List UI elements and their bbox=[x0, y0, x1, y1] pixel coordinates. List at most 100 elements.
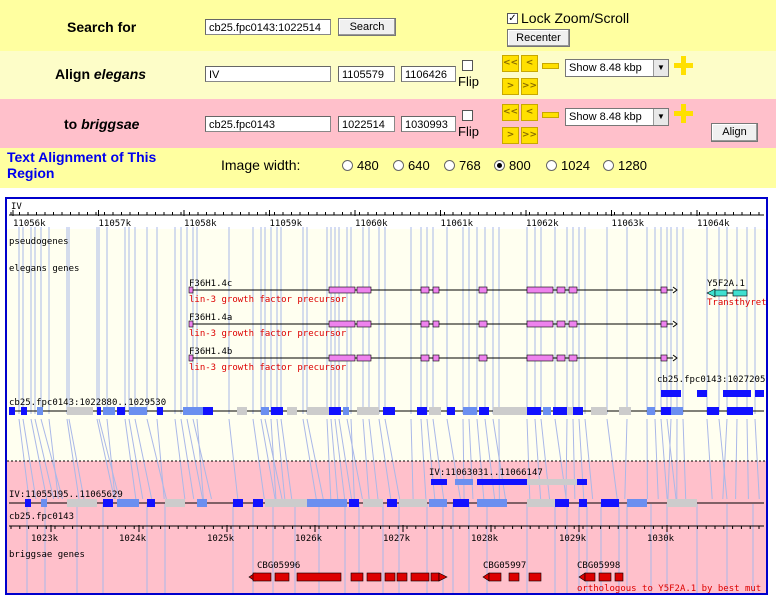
briggsae-start-input[interactable]: 1022514 bbox=[338, 116, 395, 132]
y5f2a-description: Transthyret bbox=[707, 298, 766, 308]
search-input[interactable]: cb25.fpc0143:1022514 bbox=[205, 19, 331, 35]
strand-arrow-icon bbox=[672, 286, 678, 294]
alignment-link-line bbox=[584, 418, 594, 500]
hsp-block bbox=[197, 499, 207, 507]
alignment-link-line bbox=[192, 418, 212, 500]
alignment-link-line bbox=[96, 418, 115, 500]
briggsae-species: briggsae bbox=[81, 116, 140, 132]
briggsae-zoom-out-button[interactable] bbox=[542, 112, 559, 118]
alignment-link-line bbox=[660, 418, 668, 500]
y5f2a-gene-name: Y5F2A.1 bbox=[707, 279, 745, 289]
hsp-block bbox=[573, 407, 583, 415]
image-width-option-label: 768 bbox=[459, 158, 481, 173]
elegans-zoom-out-button[interactable] bbox=[542, 63, 559, 69]
image-width-option-640[interactable]: 640 bbox=[393, 158, 430, 173]
radio-circle-icon[interactable] bbox=[603, 160, 614, 171]
radio-circle-icon[interactable] bbox=[494, 160, 505, 171]
image-width-option-1280[interactable]: 1280 bbox=[603, 158, 647, 173]
radio-circle-icon[interactable] bbox=[393, 160, 404, 171]
elegans-end-input[interactable]: 1106426 bbox=[401, 66, 456, 82]
radio-circle-icon[interactable] bbox=[546, 160, 557, 171]
image-width-option-768[interactable]: 768 bbox=[444, 158, 481, 173]
hsp-block bbox=[165, 499, 185, 507]
alignment-link-line bbox=[68, 418, 85, 500]
elegans-gene-description: lin-3 growth factor precursor bbox=[189, 295, 347, 305]
briggsae-zoom-select[interactable]: Show 8.48 kbp ▼ bbox=[565, 108, 669, 126]
alignment-link-line bbox=[338, 418, 353, 500]
briggsae-zoom-in-button[interactable] bbox=[674, 104, 693, 123]
hsp-block bbox=[9, 407, 15, 415]
elegans-exon bbox=[432, 354, 440, 362]
image-width-option-480[interactable]: 480 bbox=[342, 158, 379, 173]
elegans-scroll-left-far-button[interactable]: << bbox=[502, 55, 519, 72]
briggsae-seq-input[interactable]: cb25.fpc0143 bbox=[205, 116, 331, 132]
elegans-panel bbox=[7, 199, 766, 461]
bottom-tick-label: 1027k bbox=[383, 534, 411, 544]
briggsae-flip-checkbox[interactable] bbox=[462, 110, 473, 121]
alignment-link-line bbox=[378, 418, 392, 500]
elegans-zoom-select[interactable]: Show 8.48 kbp ▼ bbox=[565, 59, 669, 77]
alignment-link-line bbox=[66, 418, 80, 500]
ortholog-note: orthologous to Y5F2A.1 by best mut bbox=[577, 584, 761, 593]
briggsae-scroll-left-button[interactable]: < bbox=[521, 104, 538, 121]
hsp-block bbox=[383, 407, 395, 415]
alignment-graphic: IV 11056k 11057k 11058k 11059k 11060k 11061k 11… bbox=[7, 199, 766, 593]
search-button[interactable]: Search bbox=[338, 18, 396, 36]
elegans-exon bbox=[188, 354, 194, 362]
hsp-block bbox=[129, 407, 147, 415]
briggsae-exon bbox=[528, 572, 542, 582]
radio-circle-icon[interactable] bbox=[342, 160, 353, 171]
briggsae-strand-arrow-icon bbox=[438, 572, 448, 582]
alignment-link-line bbox=[426, 418, 436, 500]
alignment-link-line bbox=[565, 418, 568, 500]
hsp-block bbox=[67, 407, 93, 415]
text-alignment-link[interactable]: Text Alignment of This Region bbox=[7, 149, 157, 181]
alignment-link-line bbox=[350, 418, 355, 500]
alignment-link-line bbox=[270, 418, 277, 500]
elegans-exon bbox=[328, 354, 356, 362]
hsp-block bbox=[555, 499, 569, 507]
elegans-gene-description: lin-3 growth factor precursor bbox=[189, 363, 347, 373]
briggsae-exon bbox=[296, 572, 342, 582]
elegans-flip-checkbox[interactable] bbox=[462, 60, 473, 71]
hsp-block bbox=[349, 499, 359, 507]
elegans-exon bbox=[432, 320, 440, 328]
elegans-zoom-value: Show 8.48 kbp bbox=[569, 62, 642, 74]
elegans-scroll-right-far-button[interactable]: >> bbox=[521, 78, 538, 95]
elegans-scroll-right-button[interactable]: > bbox=[502, 78, 519, 95]
recenter-button[interactable]: Recenter bbox=[507, 29, 570, 47]
elegans-exon bbox=[526, 320, 554, 328]
briggsae-scroll-right-far-button[interactable]: >> bbox=[521, 127, 538, 144]
alignment-link-line bbox=[98, 418, 120, 500]
alignment-link-line bbox=[174, 418, 186, 500]
briggsae-end-input[interactable]: 1030993 bbox=[401, 116, 456, 132]
elegans-seq-input[interactable]: IV bbox=[205, 66, 331, 82]
alignment-link-line bbox=[306, 418, 324, 500]
top-tick-label: 11064k bbox=[697, 219, 730, 229]
elegans-exon bbox=[478, 354, 488, 362]
top-tick-label: 11062k bbox=[526, 219, 559, 229]
briggsae-exon bbox=[252, 572, 272, 582]
image-width-option-800[interactable]: 800 bbox=[494, 158, 531, 173]
image-width-option-label: 480 bbox=[357, 158, 379, 173]
align-button[interactable]: Align bbox=[711, 123, 758, 142]
elegans-scroll-left-button[interactable]: < bbox=[521, 55, 538, 72]
hsp-block bbox=[591, 407, 607, 415]
hsp-block bbox=[527, 407, 541, 415]
briggsae-exon bbox=[274, 572, 290, 582]
hsp-block bbox=[553, 407, 567, 415]
elegans-species: elegans bbox=[93, 66, 147, 82]
hsp-block bbox=[307, 407, 329, 415]
briggsae-scroll-left-far-button[interactable]: << bbox=[502, 104, 519, 121]
briggsae-scroll-right-button[interactable]: > bbox=[502, 127, 519, 144]
elegans-zoom-in-button[interactable] bbox=[674, 56, 693, 75]
hsp-block bbox=[103, 407, 115, 415]
elegans-start-input[interactable]: 1105579 bbox=[338, 66, 395, 82]
radio-circle-icon[interactable] bbox=[444, 160, 455, 171]
hsp-block-iv bbox=[455, 479, 473, 485]
elegans-gene-name: F36H1.4c bbox=[189, 279, 232, 289]
image-width-option-1024[interactable]: 1024 bbox=[546, 158, 590, 173]
elegans-gene-name: F36H1.4a bbox=[189, 313, 232, 323]
lock-zoom-checkbox[interactable]: ✓ bbox=[507, 13, 518, 24]
elegans-exon bbox=[356, 320, 372, 328]
